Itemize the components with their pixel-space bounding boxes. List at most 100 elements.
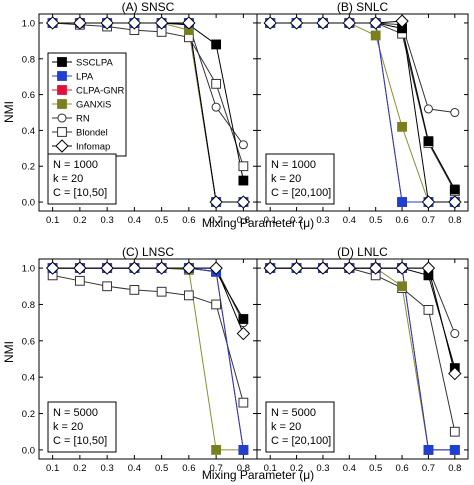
y-tick-label: 0.6 (22, 90, 35, 101)
info-line: C = [20,100] (271, 435, 331, 447)
data-point-infomap (100, 16, 114, 30)
info-line: k = 20 (271, 173, 301, 185)
data-point-lpa (423, 445, 434, 455)
data-point-infomap (421, 195, 436, 209)
x-tick-label: 0.3 (101, 463, 114, 474)
panel-lnlc: (D) LNLC 0.1 0.2 0.3 0.4 0.5 0.6 0.7 0.8 N = 5000… (256, 245, 469, 474)
x-tick-label: 0.5 (155, 215, 168, 226)
legend-marker (57, 113, 67, 123)
panel-snsc: (A) SNSC 0.1 0.2 0.3 0.4 0.5 0.6 0.7 0.8 0.0 0.2 0.… (22, 0, 258, 226)
x-tick-label: 0.5 (369, 215, 382, 226)
x-tick-label: 0.8 (237, 215, 250, 226)
data-point-infomap (263, 16, 277, 30)
panel-lnsc: (C) LNSC 0.1 0.2 0.3 0.4 0.5 0.6 0.7 0.8 0.0 0.2 0.… (22, 245, 258, 474)
data-point-infomap (127, 16, 142, 30)
y-tick-label: 0.0 (22, 445, 35, 456)
x-tick-label: 0.4 (128, 215, 141, 226)
x-tick-label: 0.8 (448, 215, 461, 226)
info-line: N = 1000 (271, 159, 316, 171)
y-tick-label: 0.8 (22, 300, 35, 311)
x-tick-label: 0.5 (369, 463, 382, 474)
data-point-infomap (236, 326, 251, 341)
data-point-ssclpa (423, 136, 434, 147)
data-point-infomap (182, 16, 196, 30)
data-point-rn (211, 102, 221, 112)
x-tick-label: 0.4 (128, 463, 141, 474)
data-point-infomap (368, 261, 383, 275)
data-point-ganxis (397, 281, 407, 292)
data-point-rn (450, 329, 460, 339)
x-axis-label-top: Mixing Parameter (μ) (202, 216, 314, 230)
y-tick-label: 1.0 (22, 18, 35, 29)
plot-frame (256, 258, 469, 460)
data-point-infomap (154, 261, 169, 275)
y-tick-label: 0.2 (22, 409, 35, 420)
data-point-blondel (183, 290, 194, 301)
y-tick-label: 0.0 (22, 198, 35, 209)
x-tick-label: 0.6 (395, 463, 408, 474)
legend-label: Blondel (76, 128, 108, 139)
x-tick-label: 0.1 (264, 463, 277, 474)
data-point-blondel (74, 275, 85, 286)
y-tick-label: 0.6 (22, 336, 35, 347)
x-tick-label: 0.3 (101, 215, 114, 226)
y-axis-label-top: NMI (2, 101, 16, 123)
data-point-blondel (156, 286, 167, 297)
info-line: k = 20 (53, 421, 83, 433)
panel-title: (B) SNLC (337, 0, 389, 14)
x-tick-label: 0.7 (422, 463, 435, 474)
info-line: C = [10,50] (53, 435, 107, 447)
legend-label: SSCLPA (76, 58, 113, 69)
x-tick-label: 0.8 (237, 463, 250, 474)
x-tick-label: 0.3 (316, 215, 329, 226)
data-point-infomap (395, 261, 409, 275)
panel-title: (D) LNLC (337, 245, 388, 259)
legend-marker (57, 71, 67, 81)
data-point-infomap (209, 195, 223, 209)
x-tick-label: 0.1 (46, 463, 59, 474)
x-tick-label: 0.4 (343, 215, 356, 226)
data-point-infomap (73, 16, 87, 30)
x-tick-label: 0.3 (316, 463, 329, 474)
data-point-ssclpa (238, 175, 249, 186)
data-point-ssclpa (449, 184, 460, 195)
data-point-infomap (316, 261, 330, 275)
data-point-rn (450, 107, 460, 118)
data-point-ssclpa (238, 314, 249, 324)
series-line-infomap (270, 267, 456, 374)
info-box (265, 401, 335, 453)
x-tick-label: 0.2 (73, 215, 86, 226)
data-point-infomap (289, 261, 304, 275)
info-line: N = 5000 (53, 407, 98, 419)
data-point-infomap (154, 16, 169, 30)
legend-marker (57, 99, 67, 109)
plot-frame (256, 13, 469, 212)
x-tick-label: 0.2 (290, 215, 303, 226)
panel-title: (A) SNSC (122, 0, 175, 14)
data-point-rn (423, 104, 433, 114)
legend-label: RN (76, 114, 90, 125)
x-tick-label: 0.6 (182, 463, 195, 474)
data-point-infomap (421, 261, 436, 275)
panel-title: (C) LNSC (122, 245, 174, 259)
y-tick-label: 0.8 (22, 54, 35, 65)
x-tick-label: 0.2 (290, 463, 303, 474)
x-tick-label: 0.1 (264, 215, 277, 226)
data-point-infomap (342, 16, 357, 30)
info-line: k = 20 (271, 421, 301, 433)
y-axis-label-bottom: NMI (2, 341, 16, 363)
data-point-infomap (45, 261, 60, 275)
info-line: N = 5000 (271, 407, 316, 419)
y-tick-label: 0.4 (22, 373, 35, 384)
info-box (47, 153, 117, 205)
x-tick-label: 0.4 (343, 463, 356, 474)
data-point-infomap (448, 366, 462, 381)
data-point-ganxis (370, 30, 381, 41)
x-tick-label: 0.7 (422, 215, 435, 226)
info-line: C = [20,100] (271, 187, 331, 199)
info-box (265, 153, 335, 205)
y-tick-label: 0.4 (22, 126, 35, 137)
data-point-infomap (127, 261, 142, 275)
x-axis-label-bottom: Mixing Parameter (μ) (202, 468, 314, 482)
x-tick-label: 0.7 (210, 463, 223, 474)
